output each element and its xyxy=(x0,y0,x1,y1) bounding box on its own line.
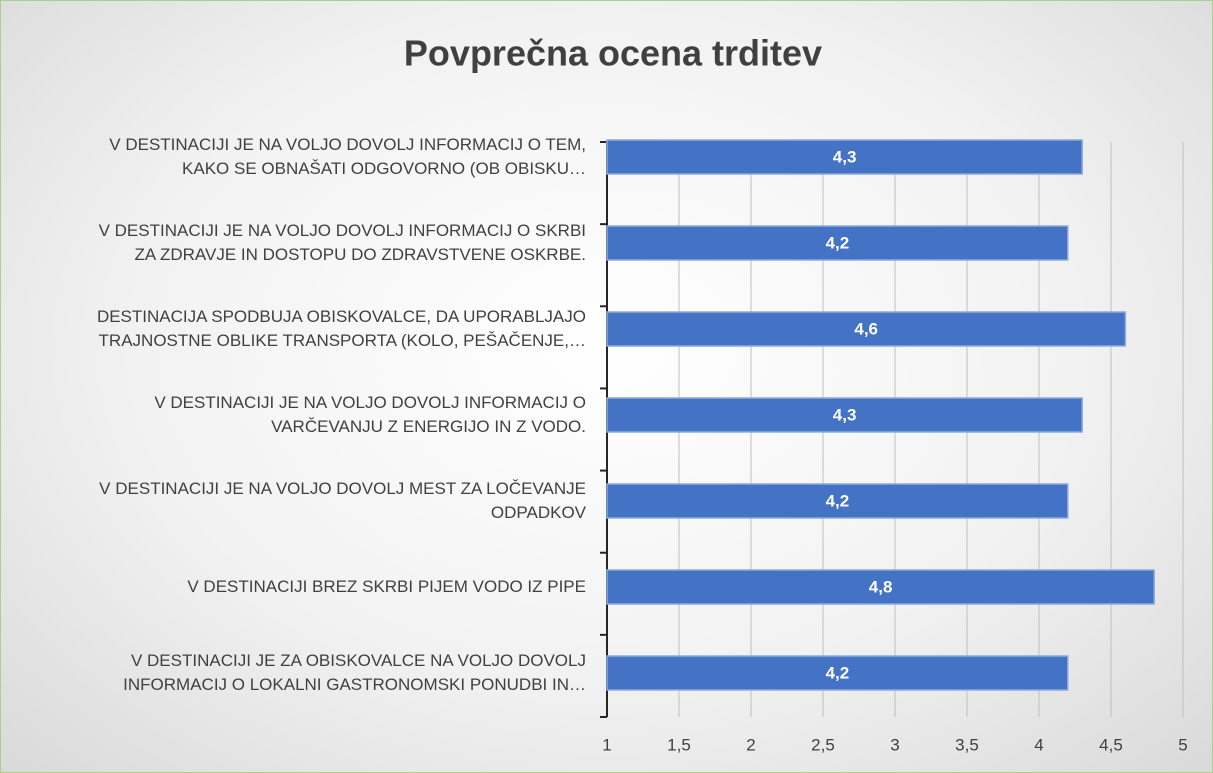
data-label: 4,3 xyxy=(833,147,857,166)
bar xyxy=(606,483,1069,519)
bar xyxy=(606,225,1069,261)
x-tick-label: 5 xyxy=(1178,735,1187,754)
x-tick-label: 4 xyxy=(1034,735,1043,754)
bar xyxy=(606,569,1155,605)
y-tick-label: V DESTINACIJI JE NA VOLJO DOVOLJ INFORMA… xyxy=(98,221,586,264)
x-tick-label: 1,5 xyxy=(667,735,691,754)
data-label: 4,2 xyxy=(826,491,850,510)
bar xyxy=(606,655,1069,691)
bar xyxy=(606,311,1127,347)
y-tick-label: V DESTINACIJI BREZ SKRBI PIJEM VODO IZ P… xyxy=(187,577,586,596)
data-label: 4,8 xyxy=(869,577,893,596)
x-tick-label: 1 xyxy=(602,735,611,754)
bar xyxy=(606,397,1083,433)
y-tick-label: DESTINACIJA SPODBUJA OBISKOVALCE, DA UPO… xyxy=(96,307,586,350)
chart-title: Povprečna ocena trditev xyxy=(404,33,822,74)
y-tick-label: V DESTINACIJI JE NA VOLJO DOVOLJ INFORMA… xyxy=(109,135,586,178)
data-label: 4,2 xyxy=(826,663,850,682)
y-tick-label: V DESTINACIJI JE NA VOLJO DOVOLJ MEST ZA… xyxy=(99,479,586,522)
data-label: 4,3 xyxy=(833,405,857,424)
y-tick-label: V DESTINACIJI JE ZA OBISKOVALCE NA VOLJO… xyxy=(123,651,586,694)
data-label: 4,6 xyxy=(854,319,878,338)
y-tick-label: V DESTINACIJI JE NA VOLJO DOVOLJ INFORMA… xyxy=(154,393,586,436)
x-tick-label: 3 xyxy=(890,735,899,754)
x-tick-label: 4,5 xyxy=(1099,735,1123,754)
x-tick-label: 3,5 xyxy=(955,735,979,754)
data-label: 4,2 xyxy=(826,233,850,252)
x-tick-label: 2,5 xyxy=(811,735,835,754)
x-tick-label: 2 xyxy=(746,735,755,754)
bar xyxy=(606,139,1083,175)
